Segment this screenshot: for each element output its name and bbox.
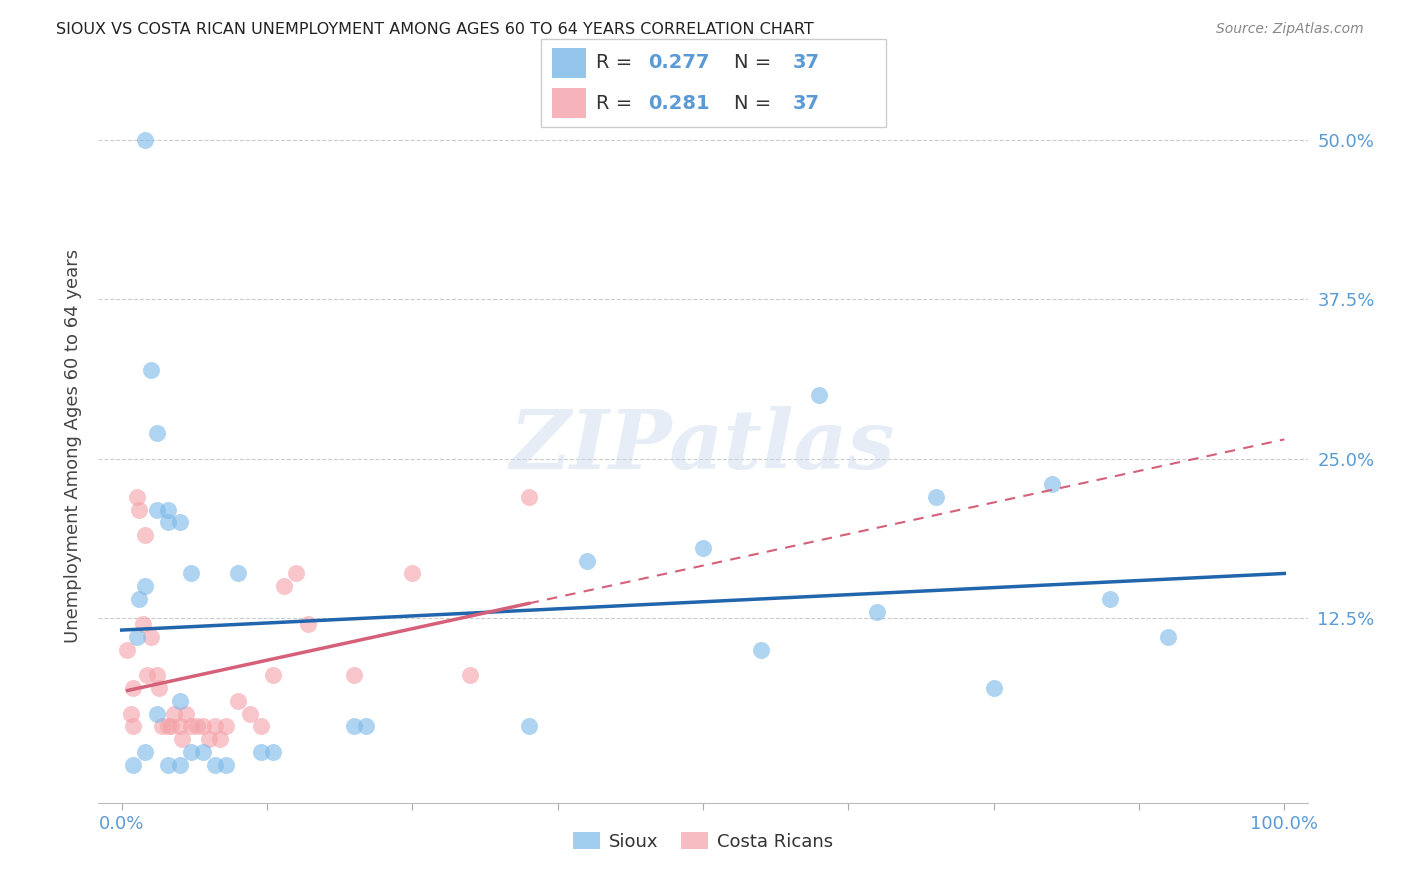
Point <box>145 426 167 441</box>
Point <box>250 745 273 759</box>
Text: 37: 37 <box>793 54 820 72</box>
Point <box>297 617 319 632</box>
Point <box>1157 630 1180 644</box>
Text: N =: N = <box>734 94 778 112</box>
Point <box>226 566 249 581</box>
Point <box>169 719 191 733</box>
Text: 0.277: 0.277 <box>648 54 710 72</box>
Point <box>157 502 180 516</box>
Point <box>983 681 1005 695</box>
Text: Source: ZipAtlas.com: Source: ZipAtlas.com <box>1216 22 1364 37</box>
Point <box>134 579 156 593</box>
Point <box>159 719 181 733</box>
Point <box>692 541 714 555</box>
Bar <box>551 88 586 118</box>
Point <box>157 516 180 530</box>
Point <box>174 706 197 721</box>
Point <box>136 668 159 682</box>
Point <box>122 719 145 733</box>
Point <box>169 694 191 708</box>
Point <box>128 591 150 606</box>
Point <box>575 554 598 568</box>
Point <box>204 719 226 733</box>
Point <box>517 490 540 504</box>
Point <box>226 694 249 708</box>
Text: SIOUX VS COSTA RICAN UNEMPLOYMENT AMONG AGES 60 TO 64 YEARS CORRELATION CHART: SIOUX VS COSTA RICAN UNEMPLOYMENT AMONG … <box>56 22 814 37</box>
Text: 37: 37 <box>793 94 820 112</box>
Point <box>343 668 366 682</box>
Point <box>157 757 180 772</box>
Point <box>180 745 202 759</box>
Point <box>120 706 142 721</box>
Legend: Sioux, Costa Ricans: Sioux, Costa Ricans <box>567 825 839 858</box>
Text: R =: R = <box>596 54 638 72</box>
Point <box>122 681 145 695</box>
Point <box>191 745 214 759</box>
Point <box>1040 477 1063 491</box>
Text: N =: N = <box>734 54 778 72</box>
Point <box>198 732 221 747</box>
Point <box>517 719 540 733</box>
Point <box>134 745 156 759</box>
Point <box>125 490 148 504</box>
Point <box>749 643 772 657</box>
Point <box>215 719 238 733</box>
Point <box>285 566 308 581</box>
Point <box>354 719 377 733</box>
Point <box>145 706 167 721</box>
Point <box>139 630 162 644</box>
Point <box>191 719 214 733</box>
Bar <box>551 48 586 78</box>
Point <box>157 719 180 733</box>
Point <box>150 719 173 733</box>
Point <box>180 566 202 581</box>
Point <box>172 732 194 747</box>
Point <box>204 757 226 772</box>
Point <box>145 668 167 682</box>
Point <box>866 605 889 619</box>
Point <box>209 732 232 747</box>
Point <box>169 757 191 772</box>
Point <box>215 757 238 772</box>
Text: 0.281: 0.281 <box>648 94 710 112</box>
Point <box>239 706 262 721</box>
Point <box>180 719 202 733</box>
Point <box>148 681 170 695</box>
Point <box>125 630 148 644</box>
Point <box>808 388 831 402</box>
Point <box>186 719 208 733</box>
Y-axis label: Unemployment Among Ages 60 to 64 years: Unemployment Among Ages 60 to 64 years <box>63 249 82 643</box>
Point <box>145 502 167 516</box>
Point <box>134 133 156 147</box>
Point <box>262 668 284 682</box>
Point <box>1098 591 1121 606</box>
Point <box>169 516 191 530</box>
Point <box>122 757 145 772</box>
Text: R =: R = <box>596 94 638 112</box>
Point <box>117 643 139 657</box>
Point <box>163 706 186 721</box>
Text: ZIPatlas: ZIPatlas <box>510 406 896 486</box>
Point <box>273 579 295 593</box>
Point <box>128 502 150 516</box>
Point <box>460 668 482 682</box>
Point <box>250 719 273 733</box>
Point <box>343 719 366 733</box>
Point <box>139 362 162 376</box>
Point <box>401 566 423 581</box>
Point <box>134 528 156 542</box>
Point <box>131 617 153 632</box>
Point <box>262 745 284 759</box>
Point <box>924 490 946 504</box>
